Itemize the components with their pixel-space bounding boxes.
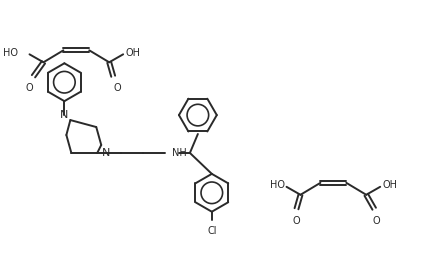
Text: Cl: Cl bbox=[207, 226, 216, 236]
Text: N: N bbox=[102, 148, 110, 158]
Text: O: O bbox=[26, 83, 33, 93]
Text: OH: OH bbox=[381, 180, 396, 190]
Text: HO: HO bbox=[3, 48, 17, 58]
Text: NH: NH bbox=[172, 148, 186, 158]
Text: OH: OH bbox=[125, 48, 140, 58]
Text: O: O bbox=[113, 83, 121, 93]
Text: N: N bbox=[60, 110, 69, 120]
Text: O: O bbox=[371, 216, 379, 226]
Text: HO: HO bbox=[269, 180, 284, 190]
Text: O: O bbox=[292, 216, 299, 226]
